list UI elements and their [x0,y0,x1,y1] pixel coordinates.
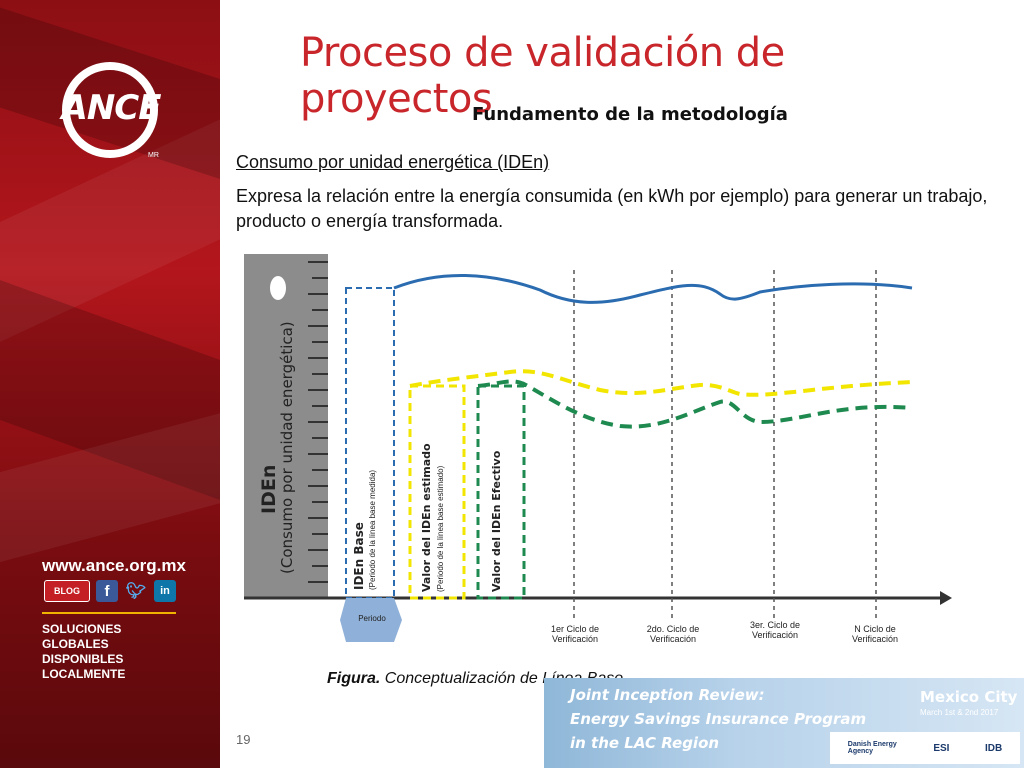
cycle-gridlines [573,270,877,618]
banner-city: Mexico City [920,688,1018,706]
twitter-icon[interactable]: 🐦︎ [125,583,147,600]
tagline-line-2: DISPONIBLES LOCALMENTE [42,652,126,681]
effective-box-title: Valor del IDEn Efectivo [490,450,503,592]
effective-green-line [477,379,913,429]
logo-registered-mark: MR [148,152,159,159]
baseline-box-note: (Periodo de la línea base medida) [368,469,377,590]
y-axis-bar [244,254,328,598]
ance-logo: ANCE [61,88,162,128]
y-axis-subtitle: (Consumo por unidad energética) [278,321,296,574]
x-axis-arrow [940,591,952,605]
sponsor-esi: ESI [933,742,950,754]
x-label-cycle-n: N Ciclo de Verificación [851,624,899,644]
section-heading: Consumo por unidad energética (IDEn) [236,152,550,172]
baseline-box-title: IDEn Base [352,522,366,590]
estimated-box-title: Valor del IDEn estimado [420,443,433,592]
sponsor-logos: Danish Energy Agency ESI IDB [830,732,1020,764]
banner-line-1: Joint Inception Review: [570,686,765,704]
facebook-icon[interactable]: f [96,580,118,602]
tagline-line-1: SOLUCIONES GLOBALES [42,622,122,651]
social-links: BLOG f 🐦︎ in [44,580,176,602]
event-banner: Joint Inception Review: Energy Savings I… [544,678,1024,768]
y-axis-ticks [308,261,328,583]
axis-marker [270,276,286,300]
effective-value-box [476,384,526,600]
blog-icon[interactable]: BLOG [44,580,90,602]
sidebar-divider [42,612,176,614]
tagline: SOLUCIONES GLOBALES DISPONIBLES LOCALMEN… [42,622,182,682]
sponsor-danish-energy-agency: Danish Energy Agency [847,741,897,755]
banner-line-3: in the LAC Region [570,734,720,752]
period-label: Periodo [358,614,386,623]
logo-ring [62,62,158,158]
caption-label: Figura. [327,670,381,687]
definition-paragraph: Expresa la relación entre la energía con… [236,186,988,231]
banner-line-2: Energy Savings Insurance Program [570,710,867,728]
baseline-blue-line [393,273,913,304]
x-label-cycle-3: 3er. Ciclo de Verificación [749,620,801,640]
linkedin-icon[interactable]: in [154,580,176,602]
baseline-figure: IDEn (Consumo por unidad energética) IDE… [240,250,960,660]
x-label-cycle-1: 1er Ciclo de Verificación [550,624,600,644]
sidebar: ANCE MR www.ance.org.mx BLOG f 🐦︎ in SOL… [0,0,220,768]
banner-dates: March 1st & 2nd 2017 [920,708,999,717]
x-label-cycle-2: 2do. Ciclo de Verificación [646,624,700,644]
estimated-value-box [408,384,466,600]
estimated-box-note: (Periodo de la línea base estimado) [436,465,445,592]
estimated-yellow-line [409,369,913,397]
sponsor-idb: IDB [984,742,1003,754]
slide-title: Proceso de validación de proyectos [300,30,785,122]
y-axis-title: IDEn [258,464,280,514]
slide-subtitle: Fundamento de la metodología [472,104,788,125]
baseline-diagram [244,254,952,642]
page-number: 19 [236,732,251,747]
website-link[interactable]: www.ance.org.mx [42,556,186,575]
period-shape [340,598,402,642]
